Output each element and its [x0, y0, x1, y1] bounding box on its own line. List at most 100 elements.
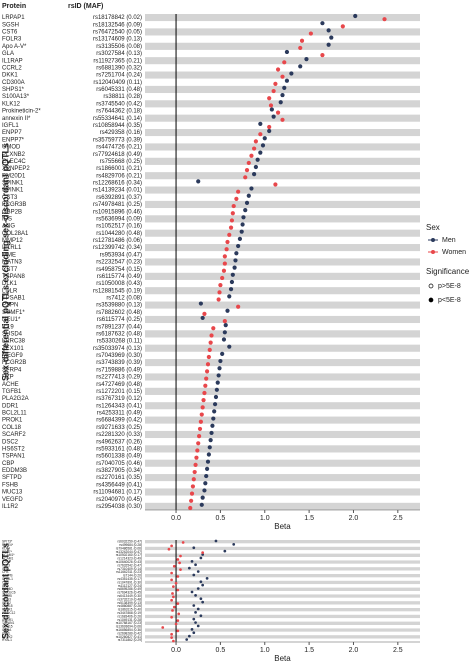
- point: [174, 622, 178, 626]
- point: [284, 49, 290, 55]
- row-band: [145, 143, 420, 151]
- point: [282, 85, 287, 90]
- protein-label: ESC4D: [2, 587, 13, 591]
- protein-label: IL1R2: [2, 504, 19, 510]
- rsid-label: rs3027584 (0.13): [96, 51, 142, 57]
- point: [252, 172, 257, 177]
- protein-label: SIGLEC6: [2, 591, 16, 595]
- row-band: [145, 416, 420, 424]
- row-band: [145, 323, 420, 331]
- point: [244, 200, 250, 206]
- row-band: [145, 186, 420, 194]
- point: [192, 546, 196, 550]
- protein-label: DLK1: [2, 281, 18, 287]
- point: [176, 558, 180, 561]
- point: [196, 607, 200, 611]
- point: [190, 627, 194, 631]
- rsid-label: rs7891237 (0.44): [96, 324, 142, 330]
- protein-label: PCSK1: [2, 608, 13, 612]
- x-tick-label: 0.0: [171, 515, 181, 522]
- legend-label: p<5E-8: [438, 297, 461, 304]
- point: [289, 71, 294, 76]
- rsid-label: rs6045331 (0.48): [96, 87, 142, 93]
- row-band: [145, 344, 420, 352]
- protein-label: IGFL1: [2, 123, 19, 129]
- point: [217, 366, 222, 371]
- legend-title: Significance: [426, 267, 470, 276]
- point: [227, 344, 232, 349]
- rsid-label: rs10260827 (0.41): [116, 635, 142, 639]
- protein-label: FOLR3: [2, 37, 22, 43]
- row-band: [145, 618, 420, 622]
- row-band: [145, 557, 420, 561]
- protein-label: MATN3: [2, 260, 23, 266]
- point: [200, 405, 205, 410]
- point: [199, 502, 204, 507]
- point: [267, 128, 272, 134]
- rsid-label: rs7694326 (0.45): [117, 591, 142, 595]
- row-band: [145, 631, 420, 636]
- row-band: [145, 628, 420, 632]
- point: [216, 373, 221, 378]
- point: [249, 153, 254, 158]
- point: [172, 605, 176, 609]
- rsid-label: rs79486581 (0.06): [116, 546, 142, 550]
- protein-label: TSPAN1: [2, 621, 14, 625]
- protein-label: TPSAB1: [2, 296, 26, 302]
- protein-label: MEGF9: [2, 353, 23, 359]
- protein-label: CBP: [2, 461, 14, 467]
- row-band: [145, 265, 420, 273]
- rsid-label: rs8695286 (0.49): [117, 587, 142, 591]
- rsid-label: rs4253311 (0.49): [97, 411, 142, 417]
- row-band: [145, 466, 420, 475]
- point: [201, 551, 205, 555]
- point: [170, 598, 173, 602]
- point: [271, 114, 276, 119]
- row-band: [145, 42, 420, 50]
- rsid-label: rs10640026 (0.43): [116, 560, 142, 564]
- protein-label: COL18: [2, 425, 22, 431]
- protein-label: OBP2B: [2, 209, 22, 215]
- row-band: [145, 394, 420, 403]
- point: [193, 462, 198, 467]
- point: [190, 559, 194, 563]
- point: [194, 593, 197, 597]
- row-band: [145, 402, 420, 410]
- point: [187, 634, 191, 638]
- rsid-label: rs4860887 (0.26): [117, 604, 142, 608]
- row-band: [145, 570, 420, 574]
- point: [255, 157, 260, 162]
- x-tick-label: 0.5: [216, 515, 226, 522]
- point: [199, 580, 203, 584]
- point: [199, 556, 203, 560]
- point: [209, 430, 214, 436]
- rsid-label: rs10502160 (0.17): [116, 553, 142, 557]
- rsid-label: rs5601338 (0.49): [96, 454, 142, 460]
- point: [320, 53, 325, 58]
- point: [206, 452, 211, 457]
- protein-label: DDR1: [2, 403, 19, 409]
- row-band: [145, 78, 420, 86]
- x-tick-label: 2.0: [349, 647, 359, 654]
- x-tick-label: 1.0: [260, 647, 270, 654]
- point: [273, 182, 278, 187]
- point: [192, 631, 196, 635]
- point: [240, 222, 245, 227]
- rsid-label: rs11662311 (0.23): [116, 570, 142, 574]
- point: [218, 358, 223, 364]
- point: [189, 498, 194, 503]
- point: [170, 615, 173, 619]
- rsid-label: rs11927365 (0.21): [93, 58, 142, 64]
- point: [231, 203, 236, 209]
- point: [192, 469, 197, 475]
- point: [192, 604, 196, 607]
- x-tick-label: 1.5: [304, 647, 314, 654]
- point: [189, 491, 195, 496]
- point: [284, 78, 290, 83]
- point: [199, 597, 203, 601]
- protein-label: TGFB1: [2, 389, 22, 395]
- protein-label: annexin II*: [2, 116, 31, 122]
- x-tick-label: 2.0: [349, 515, 359, 522]
- rsid-label: rs7251704 (0.24): [96, 73, 142, 79]
- row-band: [145, 563, 420, 568]
